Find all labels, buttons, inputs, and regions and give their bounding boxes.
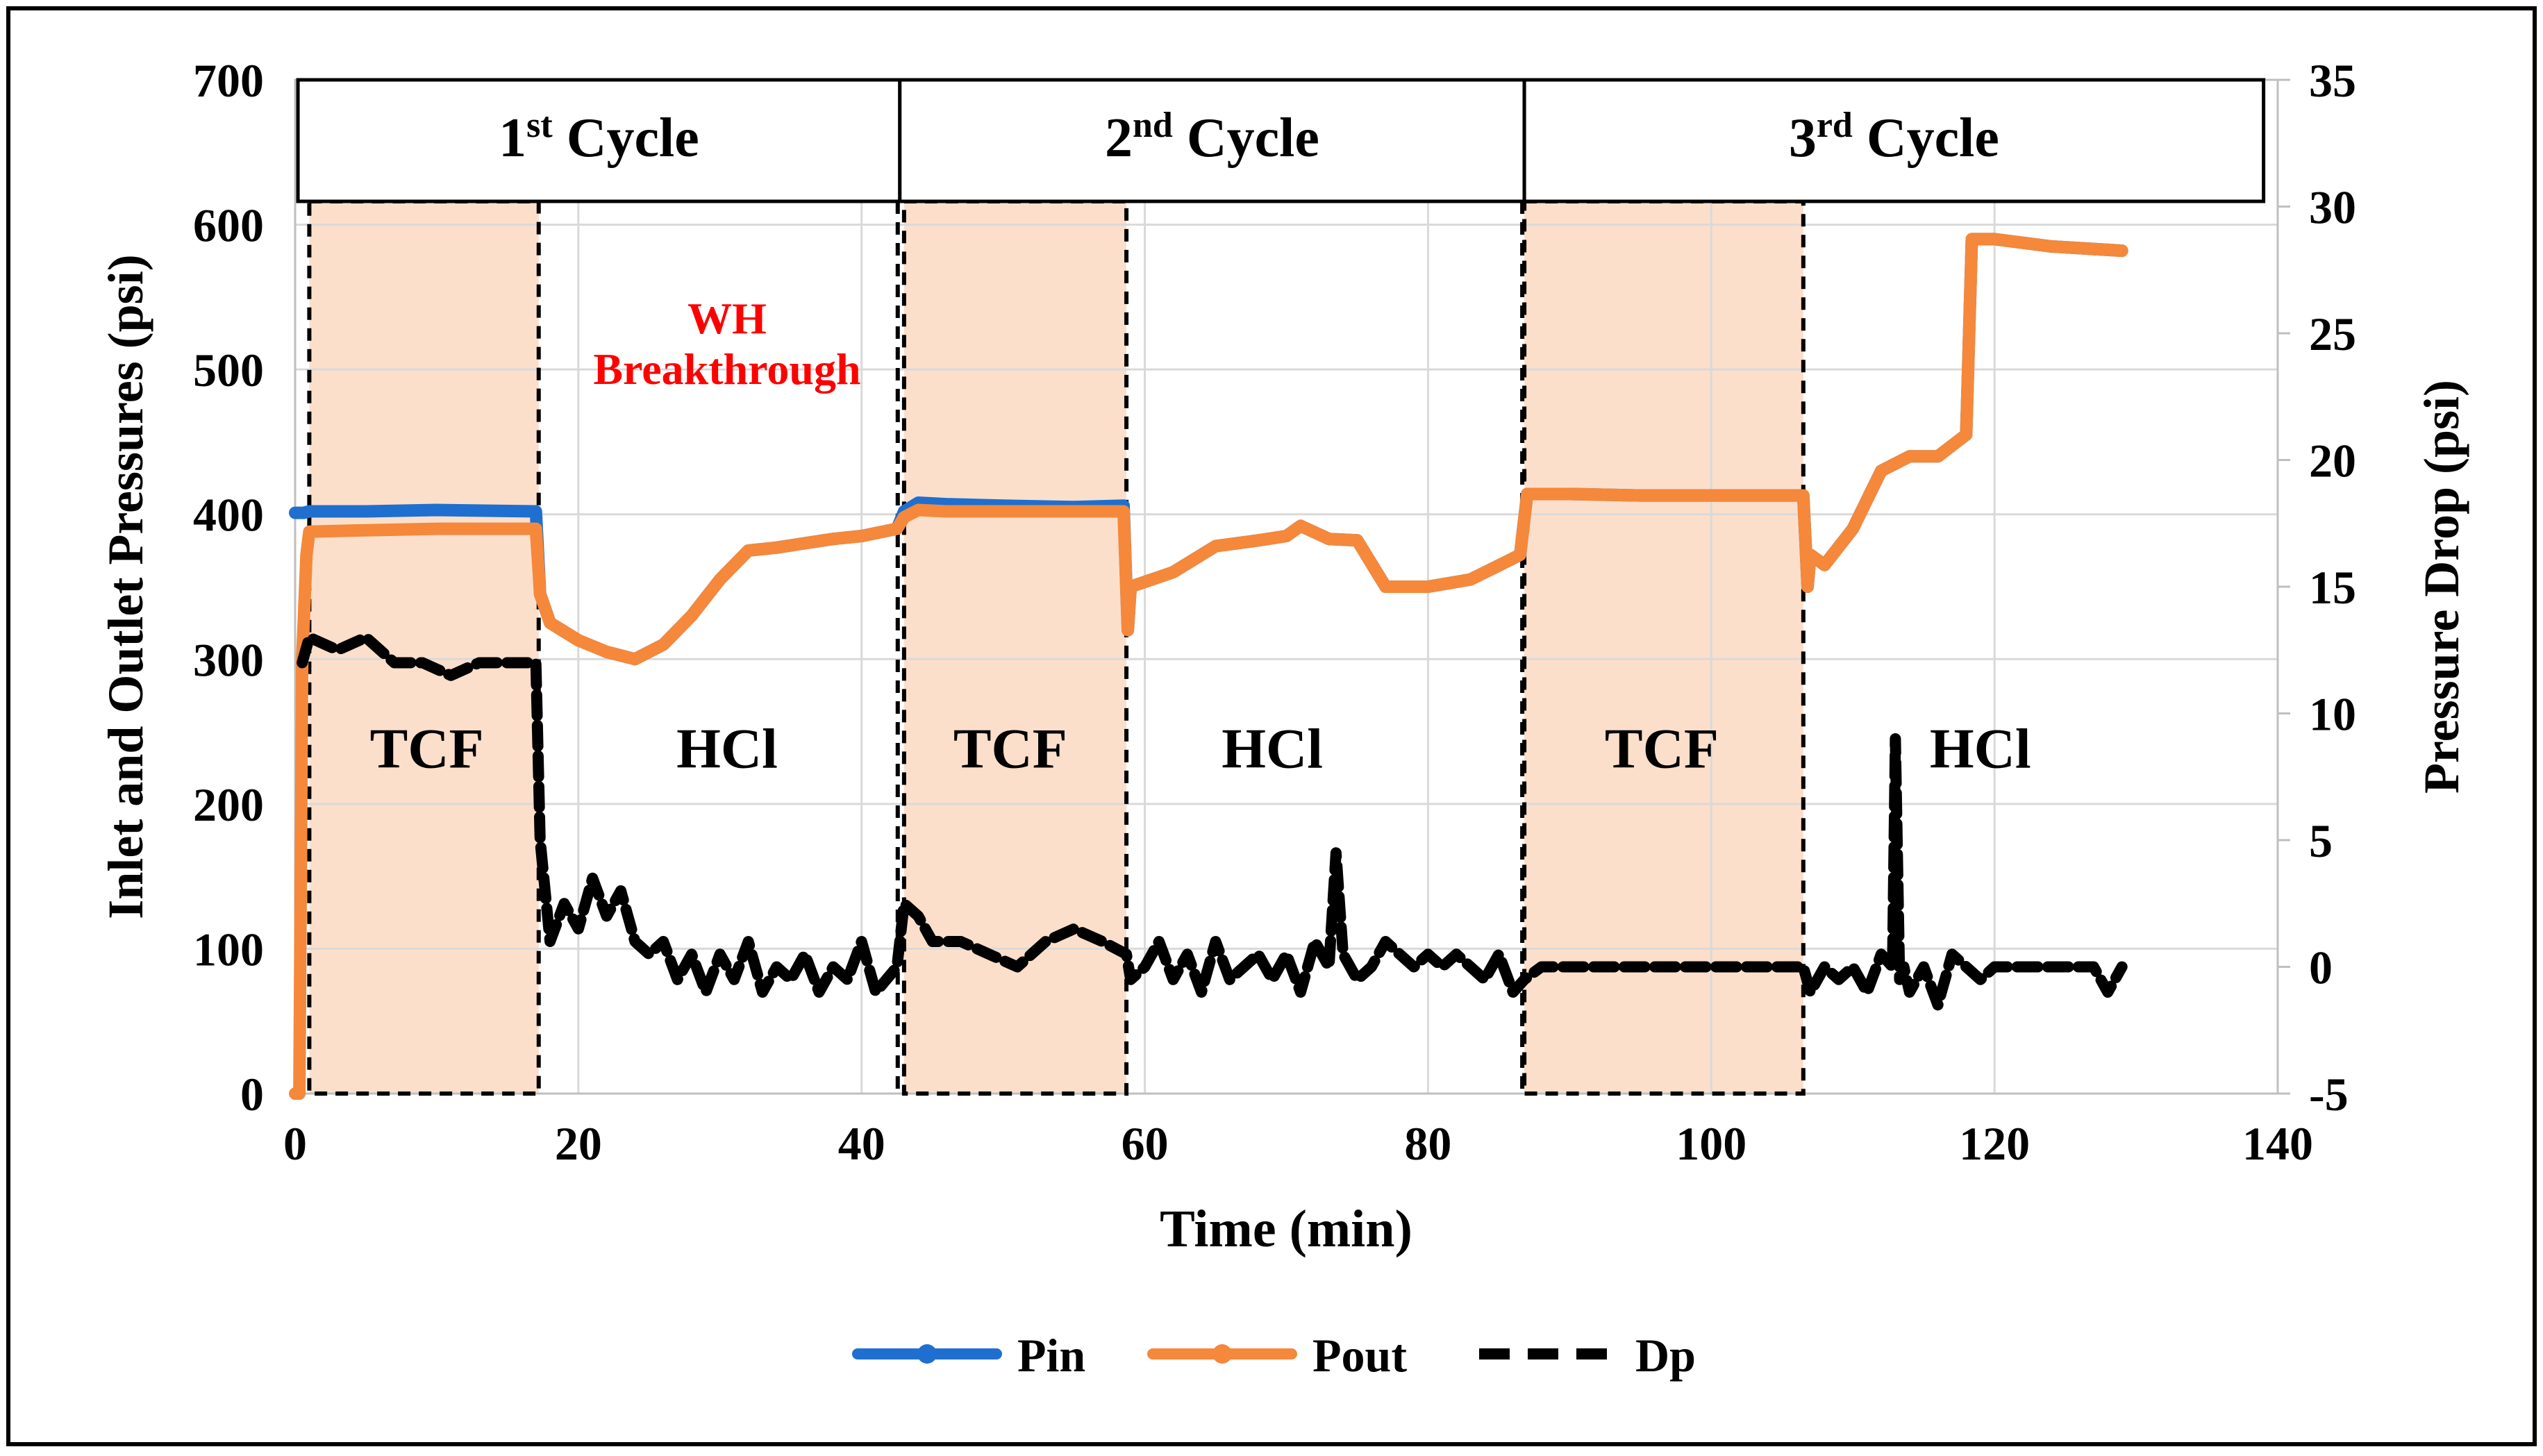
series-layer (289, 233, 2128, 1100)
x-tick-label: 20 (555, 1117, 602, 1170)
y-right-axis-title: Pressure Drop (psi) (2414, 380, 2469, 794)
legend-entry-dp: Dp (1479, 1329, 1696, 1382)
x-tick-label: 140 (2242, 1117, 2313, 1170)
annotation-breakthrough: Breakthrough (593, 344, 860, 394)
region-label-hcl: HCl (1930, 717, 2031, 780)
legend-pout-label: Pout (1312, 1329, 1407, 1382)
cycle-header-layer: 1st Cycle 2nd Cycle 3rd Cycle (296, 78, 2266, 203)
y-right-tick-label: 0 (2309, 942, 2333, 994)
y-right-tick-label: 30 (2309, 181, 2356, 234)
tcf-region-layer (309, 201, 1803, 1094)
region-label-tcf: TCF (370, 717, 484, 780)
series-line-pout (289, 233, 2128, 1100)
region-label-tcf: TCF (953, 717, 1067, 780)
legend-pin-label: Pin (1017, 1329, 1085, 1382)
tcf-region-2 (903, 201, 1127, 1094)
y-right-tick-label: 10 (2309, 688, 2356, 741)
x-tick-label: 0 (283, 1117, 307, 1170)
x-tick-label: 120 (1959, 1117, 2030, 1170)
x-axis-title: Time (min) (1160, 1200, 1412, 1258)
y-right-tick-label: 15 (2309, 561, 2356, 614)
annotation-wh: WH (687, 294, 767, 343)
cycle-header-label-2: 2nd Cycle (1105, 106, 1319, 169)
x-tick-label: 60 (1122, 1117, 1169, 1170)
cycle-header-box-3 (1522, 78, 2266, 203)
tcf-region-3 (1524, 201, 1803, 1094)
x-tick-label: 100 (1676, 1117, 1746, 1170)
region-label-hcl: HCl (676, 717, 778, 780)
region-label-hcl: HCl (1222, 717, 1323, 780)
region-label-tcf: TCF (1605, 717, 1719, 780)
legend: Pin Pout Dp (852, 1329, 1696, 1382)
legend-entry-pin: Pin (852, 1329, 1085, 1382)
x-tick-label: 40 (838, 1117, 885, 1170)
y-left-tick-label: 700 (193, 54, 264, 107)
y-left-tick-label: 500 (193, 344, 264, 396)
y-right-tick-label: -5 (2309, 1068, 2349, 1121)
series-line-dp (297, 632, 2128, 1011)
y-right-tick-label: 20 (2309, 435, 2356, 487)
legend-pout-marker (1212, 1344, 1232, 1364)
cycle-header-label-1: 1st Cycle (499, 106, 699, 169)
x-tick-label: 80 (1404, 1117, 1451, 1170)
y-left-tick-label: 0 (240, 1068, 264, 1121)
y-left-tick-label: 300 (193, 633, 264, 686)
cycle-header-label-3: 3rd Cycle (1789, 106, 1999, 169)
y-right-tick-label: 25 (2309, 308, 2356, 360)
cycle-header-box-1 (296, 78, 902, 203)
y-left-axis-title: Inlet and Outlet Pressures (psi) (98, 254, 153, 919)
y-left-tick-label: 600 (193, 199, 264, 252)
y-right-tick-label: 35 (2309, 54, 2356, 107)
legend-entry-pout: Pout (1147, 1329, 1407, 1382)
legend-pin-marker (917, 1344, 937, 1364)
y-left-tick-label: 100 (193, 923, 264, 976)
legend-dp-label: Dp (1635, 1329, 1696, 1382)
y-left-tick-label: 400 (193, 489, 264, 542)
y-left-tick-label: 200 (193, 778, 264, 831)
cycle-header-box-2 (898, 78, 1526, 203)
y-right-tick-label: 5 (2309, 814, 2333, 867)
